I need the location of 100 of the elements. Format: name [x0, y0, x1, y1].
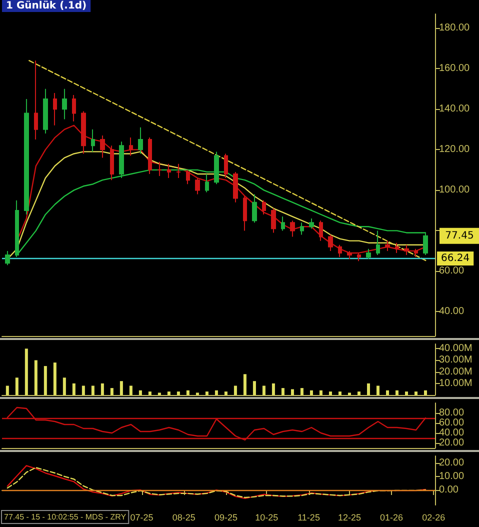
- candlestick: [119, 141, 124, 179]
- candlestick: [157, 161, 162, 177]
- ref-line-label: 66.24: [441, 253, 470, 264]
- candlestick: [138, 126, 143, 154]
- bar: [34, 360, 38, 395]
- x-tick-label: 09-25: [214, 512, 238, 522]
- bar: [91, 386, 94, 395]
- chart-title: 1 Günlük (.1d): [6, 0, 87, 12]
- candlestick: [281, 216, 285, 232]
- candlestick: [385, 240, 390, 252]
- y-tick-label: 100.00: [439, 184, 470, 196]
- candlestick: [271, 208, 276, 234]
- bar: [376, 386, 380, 395]
- bar: [62, 378, 66, 395]
- candlestick: [53, 92, 57, 126]
- candlestick: [110, 145, 114, 181]
- candlestick: [186, 169, 190, 185]
- bar: [243, 374, 246, 395]
- x-tick-label: 10-25: [255, 512, 278, 522]
- candlestick: [24, 98, 29, 215]
- y-tick-label: 180.00: [439, 22, 470, 34]
- bar: [290, 389, 294, 395]
- bar: [272, 383, 275, 395]
- y-tick-label: 20.00: [439, 438, 464, 448]
- candlestick: [243, 196, 247, 232]
- candlestick: [129, 137, 133, 156]
- candlestick: [15, 200, 19, 258]
- bar: [328, 392, 332, 395]
- candlestick: [214, 151, 219, 185]
- annotation: 77.45: [445, 230, 474, 242]
- y-tick-label: 30.00M: [439, 354, 472, 366]
- bar: [424, 390, 427, 395]
- candlestick: [43, 88, 48, 134]
- candlestick: [376, 230, 380, 256]
- bar: [319, 390, 322, 395]
- y-tick-label: 60.00: [439, 266, 464, 277]
- bar: [24, 348, 28, 395]
- candlestick: [423, 232, 428, 256]
- candlestick: [309, 218, 314, 230]
- y-tick-label: 160.00: [439, 63, 470, 74]
- candlestick: [366, 248, 371, 260]
- candlestick: [176, 163, 181, 179]
- candlestick: [328, 234, 333, 252]
- candlestick: [5, 250, 10, 266]
- bar: [262, 386, 266, 395]
- candlestick: [233, 171, 238, 203]
- bar: [234, 386, 237, 395]
- x-tick-label: 12-25: [338, 512, 361, 522]
- candlestick: [195, 178, 200, 195]
- bar: [214, 390, 218, 395]
- candlestick: [205, 173, 209, 193]
- y-tick-label: 0.00: [439, 484, 459, 496]
- line-series: [16, 169, 426, 256]
- bar: [138, 390, 142, 395]
- x-tick-label: 11-25: [298, 512, 320, 522]
- bar: [357, 392, 360, 395]
- bar: [129, 386, 132, 395]
- bar: [281, 388, 284, 395]
- y-tick-label: 140.00: [439, 104, 470, 115]
- candlestick: [148, 137, 152, 174]
- bar: [100, 383, 104, 395]
- candlestick: [62, 88, 67, 120]
- bar: [186, 390, 190, 395]
- bar: [148, 392, 152, 395]
- bar: [53, 362, 56, 395]
- candlestick: [319, 220, 323, 242]
- bar: [120, 381, 123, 395]
- bar: [224, 392, 228, 395]
- x-tick-label: 07-25: [130, 512, 154, 522]
- bar: [205, 392, 208, 395]
- x-tick-label: 02-26: [422, 512, 446, 522]
- bar: [72, 383, 76, 395]
- bar: [110, 388, 114, 395]
- bar: [366, 383, 370, 395]
- y-tick-label: 40.00: [439, 428, 464, 438]
- bar: [338, 392, 342, 395]
- bar: [6, 386, 9, 395]
- x-tick-label: 01-26: [380, 512, 404, 522]
- candlestick: [72, 94, 76, 122]
- candlestick: [252, 194, 257, 224]
- bar: [395, 390, 398, 395]
- candlestick: [290, 220, 295, 238]
- y-tick-label: 80.00: [439, 408, 464, 418]
- y-tick-label: 10.00: [439, 470, 464, 482]
- bar: [176, 392, 180, 395]
- candlestick: [91, 128, 95, 152]
- candlestick: [224, 153, 228, 179]
- text: 77.45 - 15 - 10:02:55 - MDS - ZRY: [4, 512, 127, 522]
- bar: [167, 392, 170, 395]
- bar: [300, 388, 304, 395]
- bar: [82, 386, 85, 395]
- y-tick-label: 20.00: [439, 457, 464, 468]
- bar: [44, 366, 47, 395]
- candlestick: [300, 222, 304, 236]
- candlestick: [262, 200, 266, 215]
- y-tick-label: 20.00M: [439, 366, 472, 378]
- bar: [15, 378, 18, 395]
- y-tick-label: 40.00: [439, 306, 464, 318]
- bar: [252, 381, 256, 395]
- candlestick: [34, 60, 38, 140]
